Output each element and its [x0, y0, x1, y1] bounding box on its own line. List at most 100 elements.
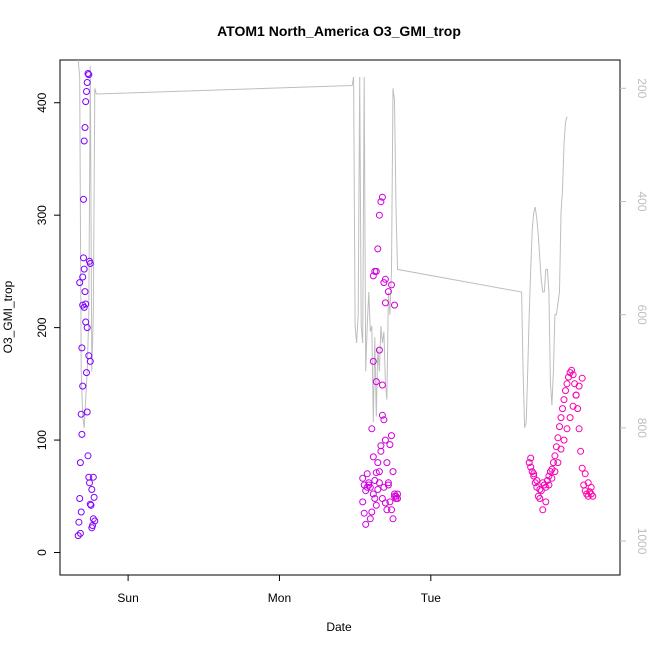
data-point — [91, 517, 99, 525]
data-point — [372, 469, 380, 477]
data-point — [88, 486, 96, 493]
data-point — [377, 198, 385, 206]
data-point — [81, 124, 89, 131]
data-point — [384, 288, 392, 296]
data-point — [554, 434, 562, 442]
data-point — [369, 357, 377, 365]
data-point — [79, 273, 87, 281]
data-point — [372, 501, 380, 509]
data-point — [369, 453, 377, 461]
y-tick-label: 100 — [35, 430, 49, 450]
data-point — [83, 79, 91, 86]
data-point — [378, 381, 386, 389]
data-point — [378, 411, 386, 419]
data-point — [375, 346, 383, 354]
data-point — [383, 506, 391, 514]
data-point — [83, 408, 91, 416]
data-point — [581, 470, 589, 478]
data-point — [85, 71, 93, 79]
data-point — [389, 515, 397, 523]
data-point — [551, 468, 559, 476]
data-point — [575, 425, 583, 433]
x-axis: Sun Mon Tue — [117, 575, 441, 605]
data-point — [79, 382, 87, 390]
data-point — [375, 479, 383, 487]
data-point — [380, 416, 388, 424]
data-point — [78, 344, 86, 352]
data-point — [378, 193, 386, 201]
data-point — [77, 508, 85, 516]
data-point — [375, 211, 383, 219]
y-axis-label: O3_GMI_trop — [1, 280, 15, 353]
data-point — [384, 479, 392, 487]
data-point — [76, 495, 84, 502]
pressure-line — [77, 59, 568, 429]
plot-frame — [59, 59, 621, 576]
data-point — [388, 506, 395, 514]
data-point — [76, 279, 84, 287]
data-point — [86, 500, 94, 508]
data-point — [359, 474, 367, 482]
data-point — [381, 275, 389, 283]
y2-tick-label: 200 — [635, 78, 649, 98]
data-point — [563, 425, 571, 433]
data-point — [566, 414, 574, 422]
data-point — [384, 481, 392, 489]
data-point — [383, 459, 391, 467]
data-point — [363, 470, 371, 478]
data-point — [549, 459, 557, 467]
data-point — [381, 436, 389, 444]
data-point — [386, 498, 394, 506]
data-point — [372, 267, 380, 275]
data-point — [391, 301, 398, 309]
data-point — [530, 470, 538, 478]
data-point — [386, 441, 394, 449]
data-point — [374, 245, 382, 253]
data-point — [82, 318, 90, 326]
data-point — [82, 300, 90, 308]
data-point — [372, 378, 380, 386]
data-point — [572, 391, 580, 399]
data-point — [525, 459, 533, 467]
data-point — [83, 324, 91, 332]
data-point — [77, 410, 85, 418]
data-point — [562, 387, 569, 395]
data-point — [362, 520, 370, 528]
data-point — [542, 498, 550, 506]
data-point — [537, 487, 545, 495]
data-point — [536, 495, 544, 502]
data-point — [533, 477, 541, 484]
y-tick-label: 300 — [35, 205, 49, 225]
data-point — [380, 279, 388, 287]
data-point — [556, 423, 563, 431]
data-point — [559, 405, 566, 413]
y-axis: 0 100 200 300 400 — [35, 92, 60, 556]
y-tick-label: 0 — [35, 549, 49, 556]
data-point — [366, 483, 374, 491]
data-point — [578, 374, 586, 382]
data-point — [87, 501, 95, 509]
data-point — [78, 430, 86, 438]
data-point — [577, 447, 585, 455]
data-point — [366, 515, 374, 523]
data-point — [362, 487, 370, 495]
y2-tick-label: 800 — [635, 418, 649, 438]
data-point — [575, 382, 583, 390]
y2-axis: 200 400 600 800 1000 — [620, 78, 649, 555]
chart-title: ATOM1 North_America O3_GMI_trop — [217, 23, 461, 39]
y2-tick-label: 600 — [635, 305, 649, 325]
data-point — [589, 492, 597, 500]
data-point — [557, 445, 565, 453]
data-point — [365, 479, 373, 487]
data-point — [388, 432, 395, 440]
data-point — [76, 529, 84, 537]
data-point — [75, 518, 83, 526]
data-point — [554, 459, 562, 467]
data-point — [86, 357, 94, 365]
data-point — [569, 371, 577, 379]
data-point — [85, 352, 93, 360]
data-point — [86, 479, 93, 487]
data-point — [560, 396, 568, 404]
data-point — [563, 380, 571, 388]
